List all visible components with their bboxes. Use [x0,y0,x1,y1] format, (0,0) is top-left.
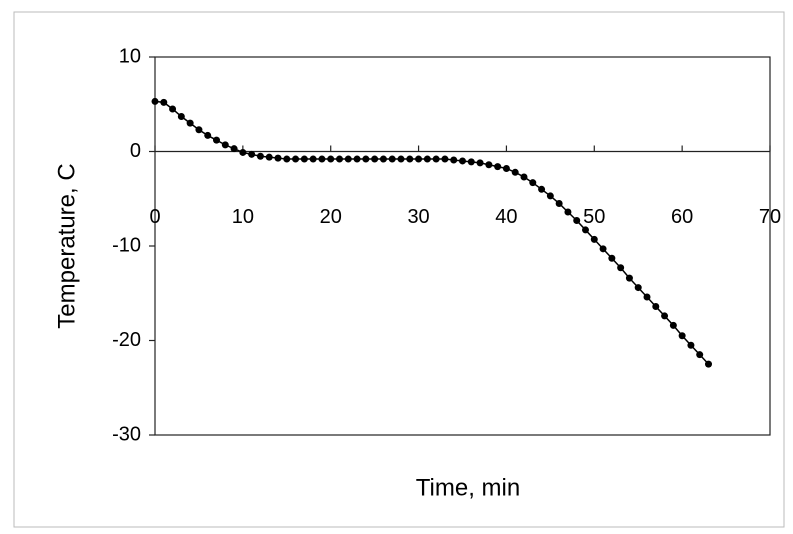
y-tick-label: 0 [130,140,141,162]
data-point [459,157,466,165]
x-tick-label: 60 [671,206,693,228]
data-point [221,141,229,149]
data-point [485,161,493,169]
data-point [415,155,423,163]
x-tick-label: 50 [583,206,605,228]
data-point [669,321,677,329]
data-point [362,155,370,163]
data-point [160,98,168,106]
data-point [520,173,528,181]
data-point [151,97,159,105]
x-tick-label: 20 [320,206,342,228]
data-point [169,105,177,113]
data-line [154,100,710,365]
data-point [546,192,554,200]
data-point [529,179,537,187]
data-point [643,293,651,301]
data-point [177,113,185,121]
x-tick-label: 10 [232,206,254,228]
data-point [248,150,256,158]
data-point [696,351,704,359]
y-tick-label: -30 [112,423,141,445]
data-point [371,155,379,163]
data-point [256,152,264,160]
y-axis-label: Temperature, C [53,163,80,328]
data-point [652,302,660,310]
data-point [678,332,686,340]
data-point [300,155,308,163]
data-point [502,165,510,173]
data-point [564,208,572,216]
y-tick-label: -20 [112,329,141,351]
data-point [292,155,300,163]
data-point [344,155,352,163]
data-point [406,155,414,163]
data-point [661,312,669,320]
data-point [687,341,695,349]
data-point [511,168,519,176]
data-point [582,226,589,234]
data-point [590,235,598,243]
data-point [230,145,238,153]
data-point [283,155,291,163]
x-tick-label: 70 [759,206,781,228]
data-point [705,360,712,368]
data-point [336,155,343,163]
data-point [397,155,405,163]
data-point [494,163,502,171]
data-point [309,155,317,163]
data-point [617,264,625,272]
y-tick-label: -10 [112,234,141,256]
x-tick-label: 40 [495,206,517,228]
x-tick-label: 0 [149,206,160,228]
x-axis-label: Time, min [416,474,520,501]
data-point [423,155,431,163]
data-point [318,155,326,163]
data-point [599,245,607,253]
data-point [239,148,247,156]
data-point [441,155,449,163]
y-tick-label: 10 [119,45,141,67]
data-point [204,131,212,139]
data-point [388,155,396,163]
data-point [573,216,581,224]
data-point [327,155,335,163]
data-point [450,156,458,164]
data-point [186,119,194,127]
data-point [432,155,440,163]
data-point [467,158,475,166]
data-point [538,185,546,193]
data-point [625,274,633,282]
data-point [634,284,642,292]
data-point [274,154,282,162]
data-point [213,136,220,144]
data-point [195,126,203,134]
data-point [265,153,273,161]
data-point [353,155,361,163]
x-tick-label: 30 [407,206,429,228]
data-point [555,199,563,207]
data-point [476,159,484,167]
data-point [379,155,387,163]
chart-frame [13,11,785,528]
data-point [608,254,616,262]
